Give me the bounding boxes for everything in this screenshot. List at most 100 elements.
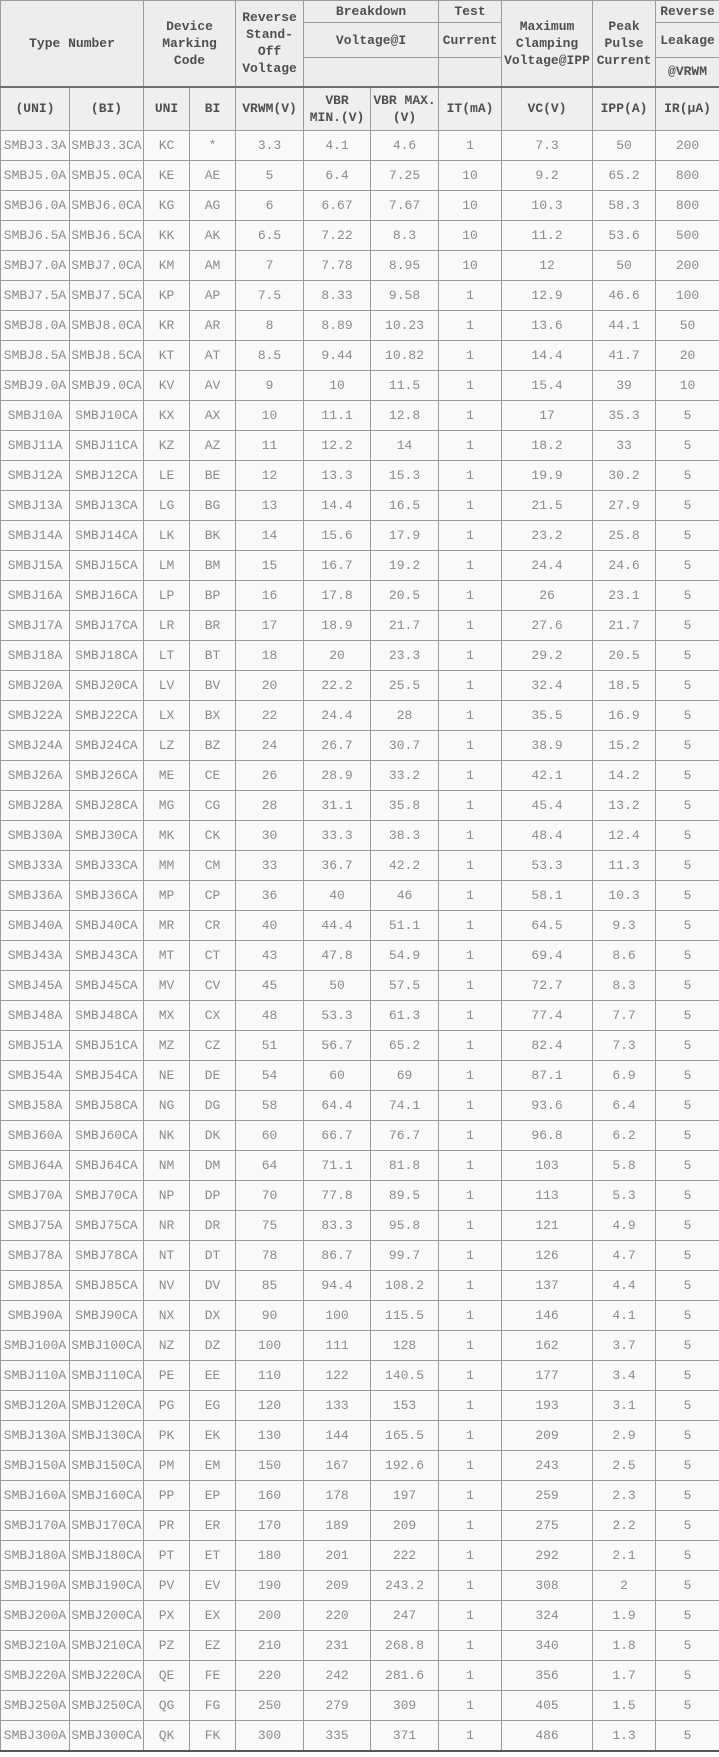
cell: NX (143, 1300, 191, 1331)
cell: 5 (655, 1240, 719, 1271)
cell: 5 (655, 1150, 719, 1181)
cell: PV (143, 1570, 191, 1601)
cell: 275 (501, 1510, 594, 1541)
cell: SMBJ220CA (68, 1660, 145, 1691)
header-reverse-leakage: Reverse (655, 0, 719, 23)
cell: 85 (235, 1270, 305, 1301)
cell: SMBJ36CA (68, 880, 145, 911)
cell: SMBJ40CA (68, 910, 145, 941)
cell: 5 (655, 1330, 719, 1361)
table-row: SMBJ48A SMBJ48CA MX CX 48 53.3 61.3 1 77.4 7.7 5 (0, 1000, 719, 1031)
cell: 1 (438, 730, 503, 761)
table-row: SMBJ250A SMBJ250CA QG FG 250 279 309 1 405 1.5 5 (0, 1690, 719, 1721)
cell: 33.2 (370, 760, 440, 791)
header-at-vrwm: @VRWM (655, 57, 719, 87)
cell: SMBJ110CA (68, 1360, 145, 1391)
cell: SMBJ13CA (68, 490, 145, 521)
cell: SMBJ8.5CA (68, 340, 145, 371)
cell: 324 (501, 1600, 594, 1631)
cell: 6.5 (235, 220, 305, 251)
cell: 800 (655, 160, 719, 191)
cell: 16.9 (592, 700, 657, 731)
cell: 1 (438, 490, 503, 521)
cell: 10.23 (370, 310, 440, 341)
cell: 1.5 (592, 1690, 657, 1721)
cell: 190 (235, 1570, 305, 1601)
cell: 1 (438, 1720, 503, 1751)
cell: 7.3 (592, 1030, 657, 1061)
cell: 6.4 (303, 160, 372, 191)
cell: KM (143, 250, 191, 281)
cell: LK (143, 520, 191, 551)
cell: SMBJ64CA (68, 1150, 145, 1181)
cell: 200 (655, 130, 719, 161)
cell: 2.3 (592, 1480, 657, 1511)
cell: SMBJ20CA (68, 670, 145, 701)
cell: 100 (235, 1330, 305, 1361)
cell: 128 (370, 1330, 440, 1361)
cell: 1 (438, 700, 503, 731)
cell: LV (143, 670, 191, 701)
cell: SMBJ130A (0, 1420, 70, 1451)
cell: 21.7 (592, 610, 657, 641)
cell: 1 (438, 280, 503, 311)
cell: 96.8 (501, 1120, 594, 1151)
cell: 7 (235, 250, 305, 281)
cell: 231 (303, 1630, 372, 1661)
cell: 5 (655, 850, 719, 881)
cell: 1 (438, 760, 503, 791)
cell: 5.3 (592, 1180, 657, 1211)
cell: 46 (370, 880, 440, 911)
cell: BX (189, 700, 237, 731)
cell: 5 (655, 1120, 719, 1151)
table-row: SMBJ3.3A SMBJ3.3CA KC * 3.3 4.1 4.6 1 7.3 50 200 (0, 130, 719, 161)
cell: SMBJ45A (0, 970, 70, 1001)
cell: SMBJ16A (0, 580, 70, 611)
cell: 6.4 (592, 1090, 657, 1121)
cell: SMBJ13A (0, 490, 70, 521)
cell: SMBJ17CA (68, 610, 145, 641)
cell: MK (143, 820, 191, 851)
cell: SMBJ100CA (68, 1330, 145, 1361)
cell: 10 (438, 220, 503, 251)
cell: 1 (438, 1630, 503, 1661)
cell: 5 (655, 460, 719, 491)
cell: LR (143, 610, 191, 641)
cell: SMBJ60CA (68, 1120, 145, 1151)
cell: SMBJ8.0A (0, 310, 70, 341)
cell: 6.2 (592, 1120, 657, 1151)
cell: SMBJ16CA (68, 580, 145, 611)
cell: MZ (143, 1030, 191, 1061)
cell: 25.5 (370, 670, 440, 701)
cell: 1 (438, 940, 503, 971)
cell: 35.5 (501, 700, 594, 731)
cell: FK (189, 1720, 237, 1751)
cell: SMBJ220A (0, 1660, 70, 1691)
cell: CE (189, 760, 237, 791)
cell: 1 (438, 880, 503, 911)
cell: 5 (655, 790, 719, 821)
cell: SMBJ120A (0, 1390, 70, 1421)
cell: 1.8 (592, 1630, 657, 1661)
cell: 4.6 (370, 130, 440, 161)
header-type-number: Type Number (0, 0, 145, 87)
cell: 5 (655, 940, 719, 971)
cell: SMBJ60A (0, 1120, 70, 1151)
header-breakdown-spacer (303, 57, 440, 87)
cell: ME (143, 760, 191, 791)
subheader-row: (UNI) (BI) UNI BI VRWM(V) VBR MIN.(V) VB… (0, 85, 719, 131)
cell: 1 (438, 400, 503, 431)
cell: 19.9 (501, 460, 594, 491)
cell: 13.6 (501, 310, 594, 341)
cell: LT (143, 640, 191, 671)
cell: 281.6 (370, 1660, 440, 1691)
cell: SMBJ110A (0, 1360, 70, 1391)
cell: BP (189, 580, 237, 611)
cell: 1.7 (592, 1660, 657, 1691)
table-row: SMBJ78A SMBJ78CA NT DT 78 86.7 99.7 1 126 4.7 5 (0, 1240, 719, 1271)
table-row: SMBJ190A SMBJ190CA PV EV 190 209 243.2 1 308 2 5 (0, 1570, 719, 1601)
cell: 486 (501, 1720, 594, 1751)
cell: 144 (303, 1420, 372, 1451)
cell: QK (143, 1720, 191, 1751)
cell: 38.9 (501, 730, 594, 761)
